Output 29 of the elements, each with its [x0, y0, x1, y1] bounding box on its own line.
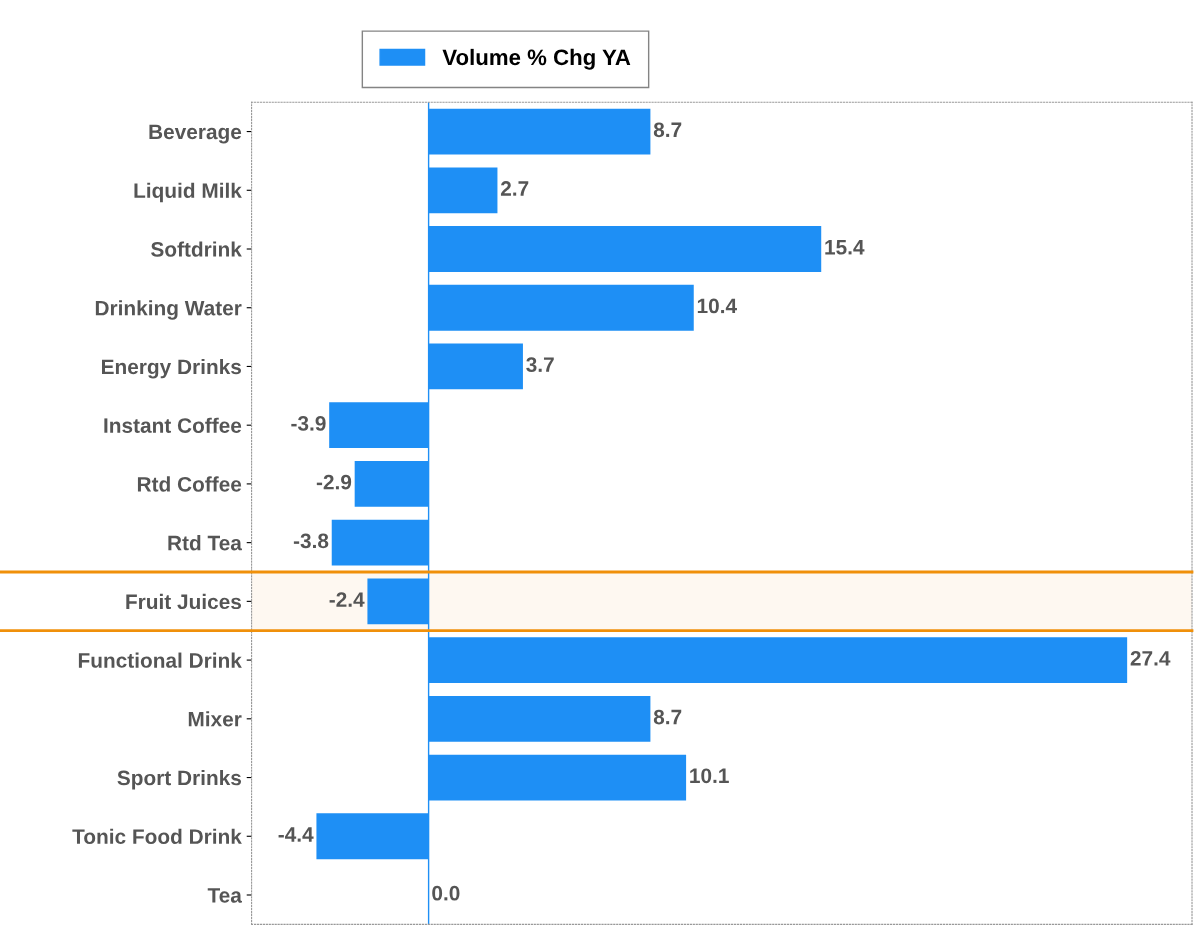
data-label: 27.4 — [1130, 650, 1171, 666]
y-tick-label: Liquid Milk — [134, 182, 242, 203]
data-label: -3.9 — [291, 416, 326, 431]
data-label: 8.7 — [653, 709, 682, 725]
data-label: 2.7 — [500, 181, 529, 196]
y-tick-label: Rtd Tea — [168, 535, 242, 551]
data-label: 15.4 — [825, 240, 865, 255]
data-label: 10.4 — [697, 298, 737, 314]
y-tick-label: Mixer — [188, 711, 242, 727]
y-tick-label: Fruit Juices — [126, 593, 242, 610]
y-tick-label: Tea — [207, 888, 242, 903]
y-tick-label: Beverage — [149, 124, 242, 144]
data-label: -4.4 — [278, 827, 314, 842]
data-label: 8.7 — [653, 122, 682, 138]
data-label: 0.0 — [432, 885, 460, 901]
y-tick-label: Energy Drinks — [102, 358, 242, 379]
data-label: -2.4 — [329, 592, 365, 607]
data-label: -3.8 — [293, 533, 329, 549]
y-tick-label: Functional Drink — [78, 652, 242, 668]
legend-label: Volume % Chg YA — [442, 48, 631, 70]
y-tick-label: Tonic Food Drink — [72, 828, 242, 845]
y-tick-label: Drinking Water — [95, 300, 242, 320]
y-tick-label: Rtd Coffee — [137, 476, 242, 492]
y-tick-label: Sport Drinks — [117, 769, 242, 790]
y-tick-label: Softdrink — [151, 241, 242, 257]
y-tick-label: Instant Coffee — [104, 417, 242, 433]
data-label: 10.1 — [690, 768, 729, 784]
data-label: 3.7 — [526, 357, 554, 373]
data-label: -2.9 — [316, 474, 352, 490]
